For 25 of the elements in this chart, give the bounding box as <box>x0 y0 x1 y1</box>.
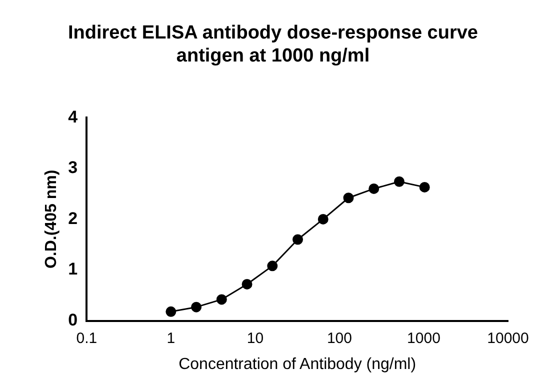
point <box>419 182 430 192</box>
point <box>267 260 278 272</box>
x-tick-label: 0.1 <box>76 330 98 347</box>
y-axis-title: O.D.(405 nm) <box>43 170 60 269</box>
x-axis-title: Concentration of Antibody (ng/ml) <box>178 356 416 373</box>
point <box>368 183 380 194</box>
y-tick-label: 4 <box>68 107 78 126</box>
x-tick-label: 100 <box>326 330 352 347</box>
x-tick-label: 1 <box>166 330 176 347</box>
point <box>318 214 328 224</box>
point <box>343 192 354 204</box>
point <box>394 176 404 187</box>
point <box>166 306 176 317</box>
point <box>242 278 252 290</box>
y-tick-label: 0 <box>68 310 78 330</box>
y-tick-label: 2 <box>68 208 78 228</box>
point <box>292 234 304 245</box>
chart-title: Indirect ELISA antibody dose-response curve antigen at 1000 ng/ml <box>68 22 478 66</box>
y-tick-label: 1 <box>68 260 78 279</box>
y-tick-label: 3 <box>68 158 78 178</box>
x-tick-label: 10 <box>246 330 264 347</box>
x-tick-label: 1000 <box>407 330 440 347</box>
point <box>191 302 202 312</box>
x-tick-label: 10000 <box>487 330 529 347</box>
point <box>216 294 227 305</box>
